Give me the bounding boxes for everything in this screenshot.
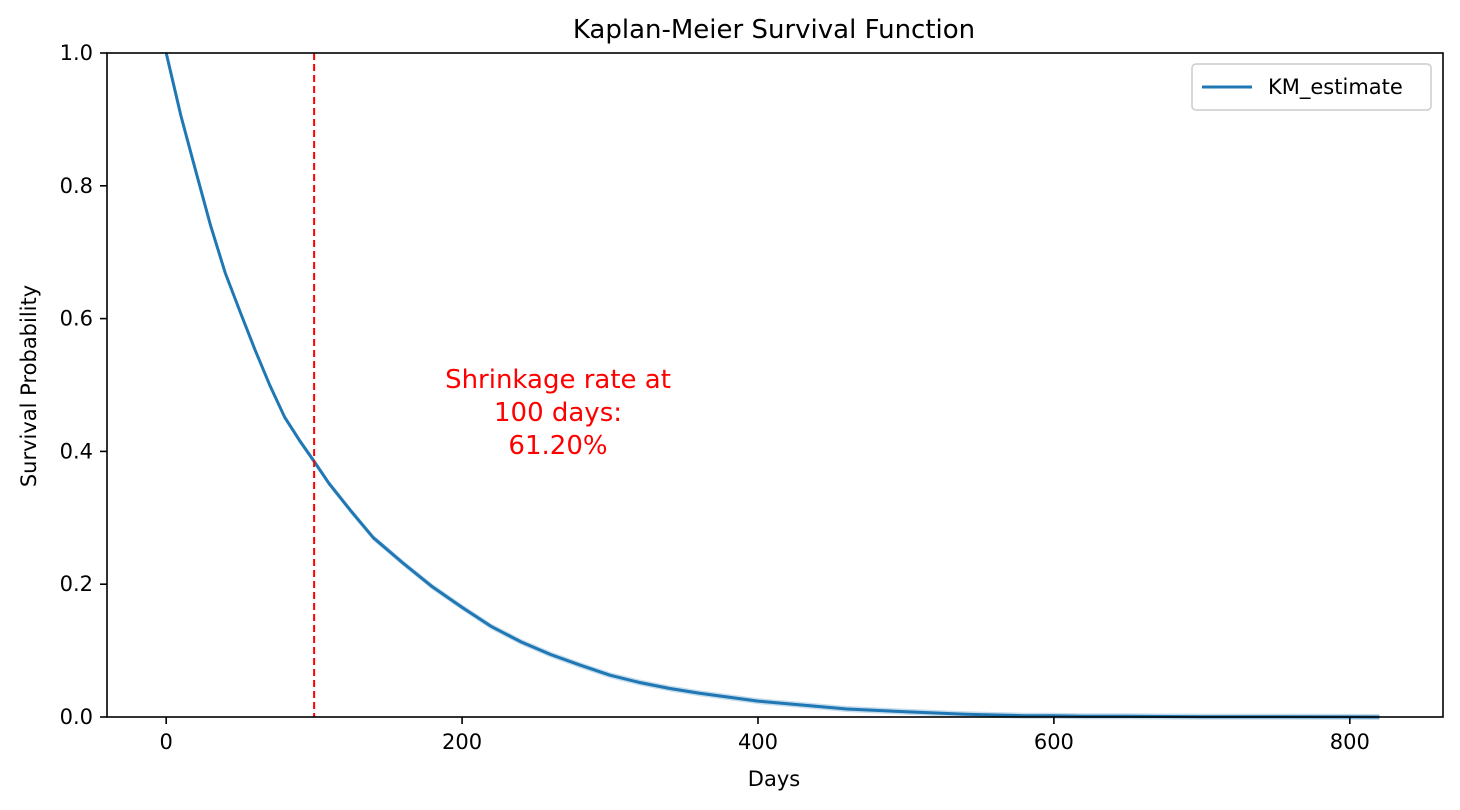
x-tick-label: 400 (738, 730, 778, 754)
series-line-km-estimate (164, 52, 1380, 719)
confidence-band (166, 50, 1380, 720)
y-axis-label: Survival Probability (17, 285, 41, 487)
axes-frame (106, 52, 1444, 718)
annotation-line-3: 61.20% (508, 431, 607, 461)
legend-box (1191, 63, 1432, 111)
legend-label-km-estimate: KM_estimate (1268, 75, 1403, 100)
x-tick-label: 200 (442, 730, 482, 754)
x-tick-label: 800 (1330, 730, 1370, 754)
y-tick-label: 0.8 (60, 174, 93, 198)
legend: KM_estimate (1191, 63, 1432, 111)
annotation-line-1: Shrinkage rate at (445, 365, 671, 395)
x-axis-label: Days (748, 767, 800, 791)
chart-title: Kaplan-Meier Survival Function (573, 15, 975, 45)
annotation: Shrinkage rate at 100 days: 61.20% (445, 365, 671, 461)
y-tick-label: 0.2 (60, 572, 93, 596)
x-tick-label: 600 (1034, 730, 1074, 754)
plot-area: 0 200 400 600 800 0.0 0.2 0.4 0.6 0.8 1.0 (60, 41, 1444, 754)
annotation-line-2: 100 days: (494, 398, 622, 428)
y-tick-label: 0.0 (60, 705, 93, 729)
x-tick-label: 0 (159, 730, 172, 754)
y-tick-label: 1.0 (60, 41, 93, 65)
y-tick-label: 0.4 (60, 439, 93, 463)
y-tick-label: 0.6 (60, 307, 93, 331)
